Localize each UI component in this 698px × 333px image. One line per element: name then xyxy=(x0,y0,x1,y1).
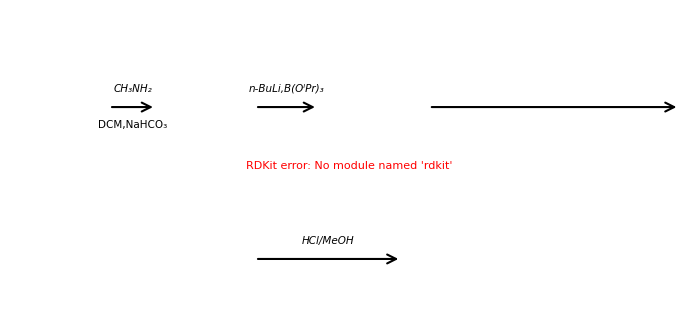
Text: RDKit error: No module named 'rdkit': RDKit error: No module named 'rdkit' xyxy=(246,162,452,171)
Text: DCM,NaHCO₃: DCM,NaHCO₃ xyxy=(98,120,167,130)
Text: n-BuLi,B(OᴵPr)₃: n-BuLi,B(OᴵPr)₃ xyxy=(248,84,325,94)
Text: CH₃NH₂: CH₃NH₂ xyxy=(113,84,151,94)
Text: HCl/MeOH: HCl/MeOH xyxy=(302,236,355,246)
